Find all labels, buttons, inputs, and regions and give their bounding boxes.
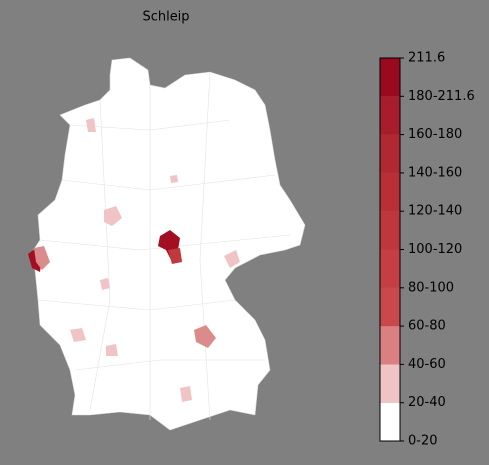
- region-highlight: [86, 118, 96, 132]
- region-highlight: [180, 386, 192, 402]
- colorbar-tick-label: 20-40: [408, 395, 446, 410]
- region-highlight: [170, 175, 178, 183]
- colorbar-tick-label: 0-20: [408, 434, 438, 449]
- colorbar: 0-20 20-40 40-60 60-80 80-100 100-120 120-140 1…: [379, 51, 475, 449]
- germany-map: [28, 57, 306, 431]
- map-title: Schleip: [142, 10, 189, 25]
- colorbar-tick-label: 160-180: [408, 127, 462, 142]
- colorbar-tick-label: 140-160: [408, 165, 462, 180]
- region-highlight: [224, 250, 240, 268]
- colorbar-band: [380, 326, 400, 365]
- colorbar-band: [380, 58, 400, 97]
- colorbar-band: [380, 134, 400, 173]
- region-highlight: [168, 248, 182, 264]
- colorbar-band: [380, 287, 400, 327]
- region-borders: [37, 71, 291, 421]
- region-highlight: [100, 278, 110, 290]
- colorbar-tick-label: 180-211.6: [408, 89, 475, 104]
- colorbar-tick-label: 100-120: [408, 242, 462, 257]
- colorbar-band: [380, 364, 400, 403]
- colorbar-tick-label: 211.6: [408, 51, 445, 66]
- region-highlight: [104, 206, 122, 226]
- colorbar-tick-label: 120-140: [408, 204, 462, 219]
- region-highlight: [70, 328, 86, 342]
- colorbar-band: [380, 249, 400, 288]
- colorbar-tick-label: 60-80: [408, 319, 446, 334]
- region-highlight: [194, 325, 216, 348]
- region-highlight: [106, 344, 118, 356]
- colorbar-tick-label: 80-100: [408, 280, 454, 295]
- colorbar-band: [380, 96, 400, 135]
- colorbar-band: [380, 211, 400, 250]
- colorbar-tick-label: 40-60: [408, 357, 446, 372]
- colorbar-band: [380, 402, 400, 441]
- colorbar-band: [380, 172, 400, 212]
- region-highlight: [34, 246, 50, 270]
